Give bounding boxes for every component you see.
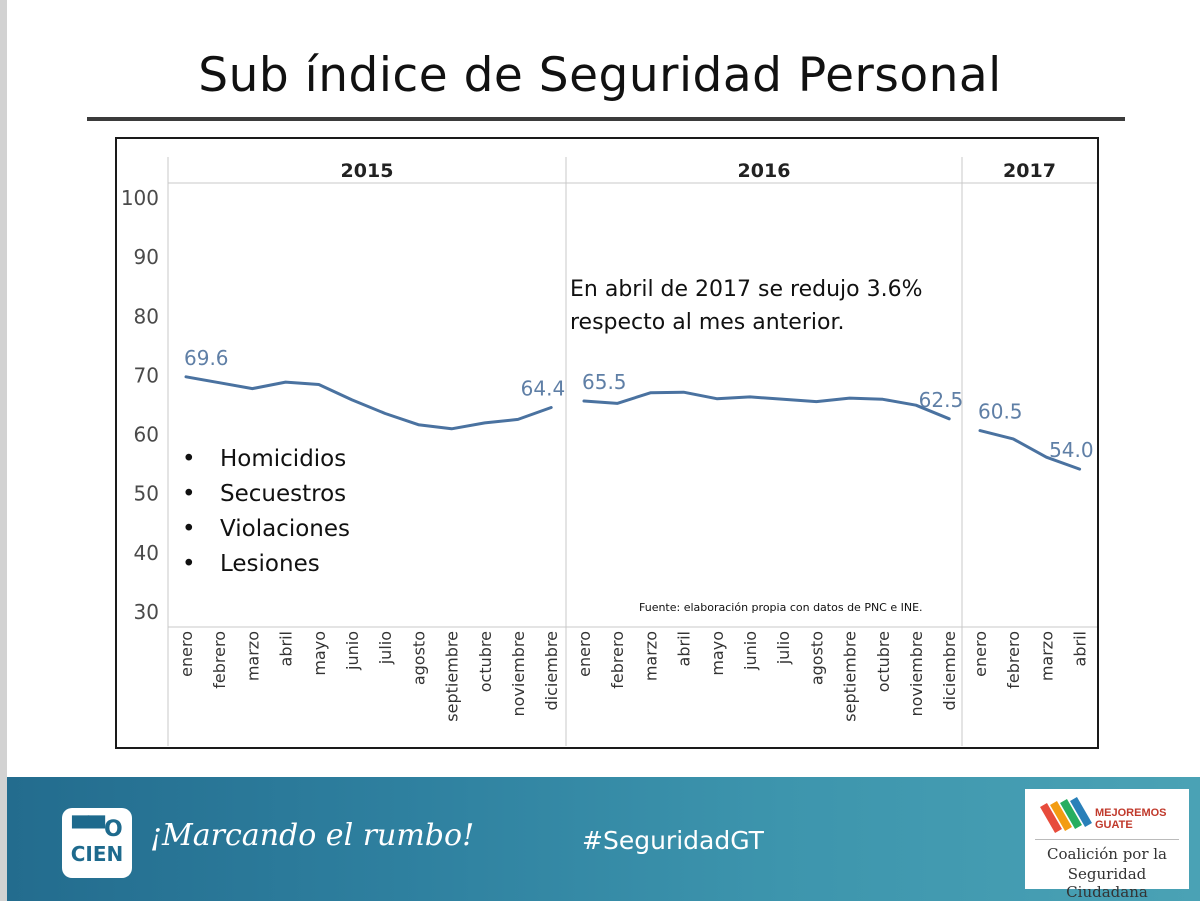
year-header: 2017 [1003, 160, 1056, 182]
month-tick-label: marzo [641, 631, 660, 681]
month-tick-label: junio [343, 631, 362, 671]
y-tick-label: 40 [134, 541, 159, 565]
month-tick-label: agosto [409, 631, 428, 685]
partner-logo: MEJOREMOS GUATE Coalición por la Segurid… [1025, 789, 1189, 901]
month-tick-label: marzo [1037, 631, 1056, 681]
month-tick-label: octubre [476, 631, 495, 692]
partner-divider [1035, 839, 1179, 840]
y-tick-label: 60 [134, 423, 159, 447]
month-tick-label: junio [741, 631, 760, 671]
series-line-2015 [184, 375, 553, 431]
y-tick-label: 80 [134, 304, 159, 328]
month-tick-label: febrero [1004, 631, 1023, 689]
series-line-2017 [978, 429, 1082, 471]
month-tick-label: mayo [310, 631, 329, 676]
month-tick-label: diciembre [940, 631, 959, 711]
component-item: Homicidios [180, 446, 350, 481]
footer-slogan: ¡Marcando el rumbo! [150, 818, 475, 853]
y-tick-label: 30 [134, 600, 159, 624]
month-tick-label: agosto [807, 631, 826, 685]
footer-band [7, 777, 1200, 901]
month-tick-label: abril [277, 631, 296, 666]
partner-line-1: Coalición por la [1046, 845, 1167, 863]
month-tick-label: julio [376, 631, 395, 665]
data-label: 69.6 [184, 346, 229, 370]
annotation-line-1: En abril de 2017 se redujo 3.6% [570, 277, 923, 302]
y-tick-label: 50 [134, 482, 159, 506]
partner-brand-2: GUATE [1095, 819, 1133, 831]
data-label: 62.5 [919, 388, 964, 412]
month-tick-label: enero [971, 631, 990, 677]
partner-line-2: Seguridad Ciudadana [1066, 865, 1148, 901]
month-tick-label: octubre [874, 631, 893, 692]
month-tick-label: enero [177, 631, 196, 677]
chart-annotation: En abril de 2017 se redujo 3.6% respecto… [570, 273, 922, 339]
month-tick-label: marzo [243, 631, 262, 681]
components-list: Homicidios Secuestros Violaciones Lesion… [180, 446, 350, 586]
data-label: 65.5 [582, 370, 627, 394]
month-tick-label: julio [774, 631, 793, 665]
month-tick-label: noviembre [907, 631, 926, 717]
logo-text: CIEN [70, 842, 124, 866]
chart-frame: 30 40 50 60 70 80 90 100 2015 enero febrero marzo ab… [115, 137, 1099, 749]
month-tick-label: febrero [608, 631, 627, 689]
logo-mark: ▀▀O [72, 817, 123, 842]
slide-left-edge [0, 0, 7, 901]
data-label: 60.5 [978, 400, 1023, 424]
data-label: 54.0 [1049, 438, 1094, 462]
month-tick-label: enero [575, 631, 594, 677]
cien-logo: ▀▀O CIEN [62, 808, 132, 878]
month-tick-label: septiembre [443, 631, 462, 722]
month-tick-label: noviembre [509, 631, 528, 717]
y-tick-label: 100 [121, 186, 159, 210]
slide-title: Sub índice de Seguridad Personal [198, 48, 1002, 103]
partner-hand-icon [1040, 797, 1092, 833]
year-header: 2016 [738, 160, 791, 182]
month-tick-label: febrero [210, 631, 229, 689]
title-underline [87, 117, 1125, 121]
annotation-line-2: respecto al mes anterior. [570, 310, 845, 335]
y-tick-label: 70 [134, 363, 159, 387]
series-line-2016 [582, 390, 951, 421]
partner-brand-1: MEJOREMOS [1095, 807, 1167, 819]
month-tick-label: mayo [708, 631, 727, 676]
source-note: Fuente: elaboración propia con datos de … [639, 601, 923, 614]
component-item: Lesiones [180, 551, 350, 586]
component-item: Violaciones [180, 516, 350, 551]
month-tick-label: abril [1071, 631, 1090, 666]
data-label: 64.4 [521, 377, 566, 401]
y-tick-label: 90 [134, 245, 159, 269]
month-tick-label: abril [675, 631, 694, 666]
year-header: 2015 [341, 160, 394, 182]
component-item: Secuestros [180, 481, 350, 516]
month-tick-label: diciembre [542, 631, 561, 711]
month-tick-label: septiembre [841, 631, 860, 722]
footer-hashtag: #SeguridadGT [582, 826, 764, 855]
